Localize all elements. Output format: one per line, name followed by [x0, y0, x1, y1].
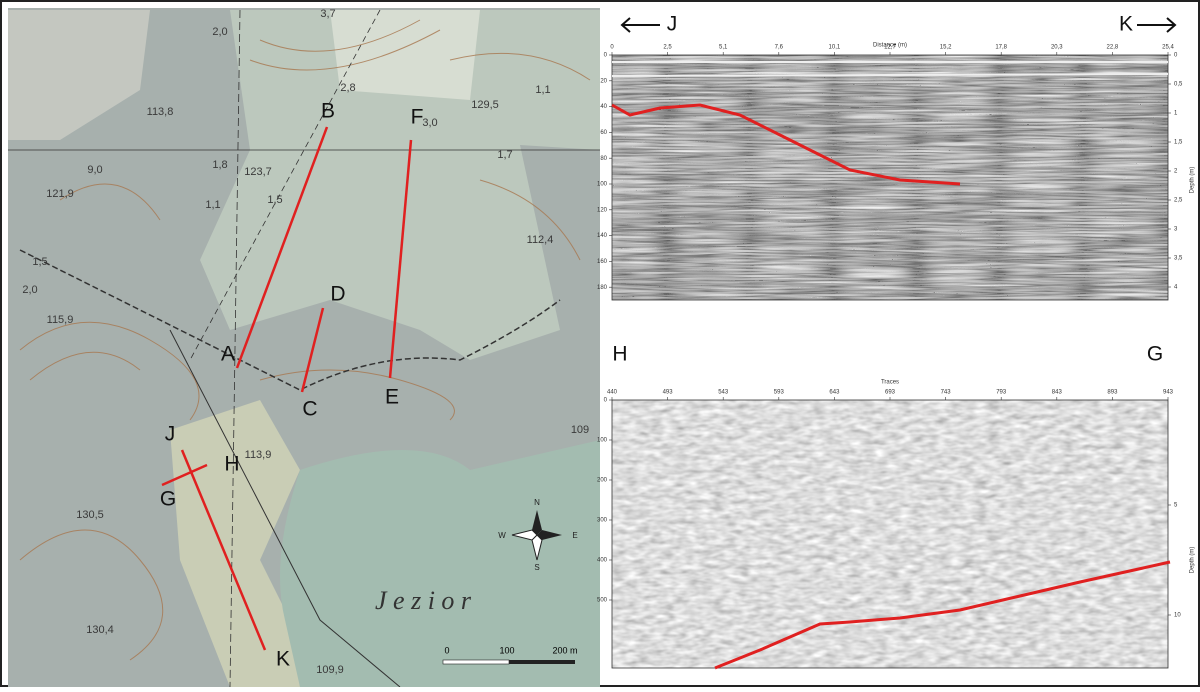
x-tick-label: 843	[1052, 390, 1063, 396]
scale-label: 200 m	[552, 645, 577, 655]
x-tick-label: 593	[774, 390, 785, 396]
x-tick-label: 15,2	[940, 45, 952, 51]
x-axis-title: Traces	[881, 380, 899, 386]
y-tick-label: 20	[600, 78, 607, 84]
elevation-label: 109	[571, 424, 589, 436]
right-axis-title: Depth (m)	[1190, 547, 1196, 574]
profile-letter: A	[221, 343, 235, 366]
y-tick-label: 60	[600, 130, 607, 136]
y-tick-label: 100	[597, 438, 608, 444]
x-tick-label: 5,1	[719, 45, 728, 51]
profile-letter: H	[224, 453, 239, 476]
y-tick-label: 10	[1174, 613, 1181, 619]
scale-label: 0	[444, 645, 449, 655]
y-tick-label: 120	[597, 207, 608, 213]
x-tick-label: 893	[1107, 390, 1118, 396]
profile-end-label: J	[667, 13, 678, 36]
top-profile: J K Distance (m) Depth (m)	[612, 13, 1196, 300]
y-tick-label: 160	[597, 259, 608, 265]
profile-letter: K	[276, 648, 290, 671]
elevation-label: 3,0	[422, 117, 437, 129]
x-tick-label: 20,3	[1051, 45, 1063, 51]
profile-letter: F	[411, 106, 424, 129]
y-tick-label: 2,5	[1174, 198, 1183, 204]
profile-letter: B	[321, 100, 335, 123]
elevation-label: 112,4	[527, 234, 554, 246]
compass-s: S	[534, 563, 539, 572]
elevation-label: 113,9	[245, 449, 272, 461]
x-tick-label: 17,8	[995, 45, 1007, 51]
x-tick-label: 10,1	[829, 45, 841, 51]
elevation-label: 113,8	[147, 106, 174, 118]
elevation-label: 130,4	[86, 624, 114, 636]
y-tick-label: 1,5	[1174, 140, 1183, 146]
elevation-label: 123,7	[244, 166, 272, 178]
x-tick-label: 743	[941, 390, 952, 396]
x-tick-label: 693	[885, 390, 896, 396]
profile-letter: C	[302, 398, 317, 421]
elevation-label: 1,7	[497, 149, 512, 161]
right-axis-title: Depth (m)	[1190, 167, 1196, 194]
elevation-label: 2,0	[212, 26, 227, 38]
elevation-label: 1,1	[205, 199, 220, 211]
compass-e: E	[572, 531, 577, 540]
x-tick-label: 25,4	[1162, 45, 1174, 51]
elevation-label: 109,9	[316, 664, 344, 676]
profile-end-label: H	[612, 343, 627, 366]
elevation-label: 1,1	[535, 84, 550, 96]
y-tick-label: 40	[600, 104, 607, 110]
elevation-label: 1,5	[32, 256, 47, 268]
y-tick-label: 80	[600, 156, 607, 162]
y-tick-label: 180	[597, 285, 608, 291]
x-tick-label: 2,5	[663, 45, 672, 51]
elevation-label: 2,0	[22, 284, 37, 296]
map: 2,0 3,7 2,8 3,0 129,5 1,1 113,8 9,0 1,8 123,7 1,5 1…	[8, 8, 600, 687]
radargram	[612, 400, 1168, 668]
elevation-label: 129,5	[471, 99, 499, 111]
lake-name: J e z i o r	[375, 586, 472, 615]
elevation-label: 9,0	[87, 164, 102, 176]
elevation-label: 121,9	[46, 188, 74, 200]
figure: 2,0 3,7 2,8 3,0 129,5 1,1 113,8 9,0 1,8 123,7 1,5 1…	[0, 0, 1200, 687]
x-tick-label: 493	[663, 390, 674, 396]
y-tick-label: 3,5	[1174, 256, 1183, 262]
scale-label: 100	[499, 645, 514, 655]
y-tick-label: 100	[597, 182, 608, 188]
x-tick-label: 440	[607, 390, 618, 396]
x-tick-label: 943	[1163, 390, 1174, 396]
y-tick-label: 200	[597, 478, 608, 484]
y-tick-label: 400	[597, 558, 608, 564]
y-tick-label: 500	[597, 598, 608, 604]
elevation-label: 3,7	[320, 8, 335, 20]
profile-end-label: K	[1119, 13, 1133, 36]
x-tick-label: 22,8	[1107, 45, 1119, 51]
compass-w: W	[498, 531, 506, 540]
profile-letter: E	[385, 386, 399, 409]
profile-end-label: G	[1147, 343, 1163, 366]
profile-letter: D	[330, 283, 345, 306]
elevation-label: 130,5	[76, 509, 104, 521]
compass-n: N	[534, 498, 540, 507]
elevation-label: 1,5	[267, 194, 282, 206]
y-tick-label: 140	[597, 233, 608, 239]
x-tick-label: 543	[718, 390, 729, 396]
elevation-label: 115,9	[47, 314, 74, 326]
elevation-label: 1,8	[212, 159, 227, 171]
x-tick-label: 12,7	[884, 45, 896, 51]
x-tick-label: 643	[829, 390, 840, 396]
y-tick-label: 0,5	[1174, 82, 1183, 88]
elevation-label: 2,8	[340, 82, 355, 94]
x-tick-label: 793	[996, 390, 1007, 396]
profile-letter: G	[160, 488, 176, 511]
y-tick-label: 300	[597, 518, 608, 524]
profile-letter: J	[165, 423, 176, 446]
x-tick-label: 7,6	[775, 45, 784, 51]
